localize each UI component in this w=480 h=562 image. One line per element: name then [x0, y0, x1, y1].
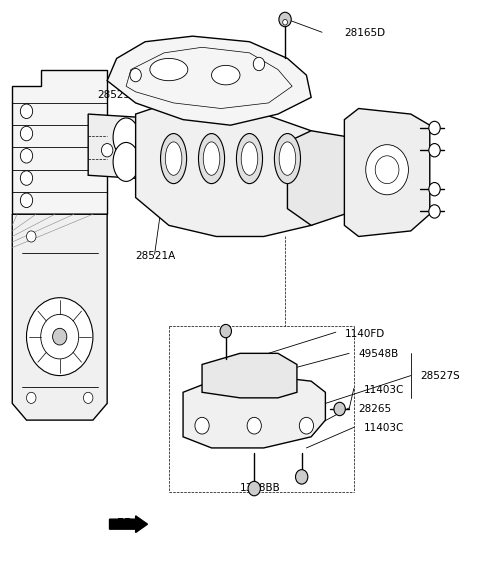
Polygon shape: [12, 214, 107, 420]
Text: 28265: 28265: [359, 404, 392, 414]
Text: 28165D: 28165D: [344, 29, 385, 38]
Text: 1140FD: 1140FD: [344, 329, 384, 339]
Circle shape: [300, 418, 313, 434]
Ellipse shape: [199, 134, 225, 184]
Text: 1022CA: 1022CA: [136, 153, 177, 164]
Ellipse shape: [241, 142, 258, 175]
Polygon shape: [183, 375, 325, 448]
Circle shape: [20, 171, 33, 185]
Circle shape: [195, 418, 209, 434]
Circle shape: [20, 126, 33, 140]
Circle shape: [248, 481, 261, 496]
Ellipse shape: [237, 134, 263, 184]
Circle shape: [20, 193, 33, 207]
Text: 28521A: 28521A: [136, 251, 176, 261]
Circle shape: [375, 156, 399, 184]
Circle shape: [279, 12, 291, 27]
Circle shape: [244, 143, 255, 157]
Ellipse shape: [160, 134, 187, 184]
Circle shape: [26, 392, 36, 404]
Text: FR.: FR.: [117, 518, 136, 528]
Ellipse shape: [146, 118, 172, 157]
Ellipse shape: [146, 142, 172, 182]
Circle shape: [220, 324, 231, 338]
Text: 11403C: 11403C: [363, 423, 404, 433]
Circle shape: [429, 143, 440, 157]
Text: 28525A: 28525A: [97, 89, 138, 99]
Polygon shape: [12, 70, 107, 214]
Text: 49548B: 49548B: [359, 350, 399, 360]
Ellipse shape: [275, 134, 300, 184]
Ellipse shape: [113, 142, 139, 182]
Polygon shape: [136, 103, 354, 237]
Circle shape: [366, 144, 408, 195]
Circle shape: [247, 418, 261, 434]
Circle shape: [334, 402, 345, 416]
Circle shape: [101, 143, 113, 157]
Circle shape: [429, 205, 440, 218]
Polygon shape: [344, 108, 430, 237]
Circle shape: [296, 470, 308, 484]
Ellipse shape: [180, 142, 205, 182]
Ellipse shape: [212, 65, 240, 85]
Circle shape: [20, 104, 33, 119]
Ellipse shape: [165, 142, 182, 175]
Circle shape: [429, 183, 440, 196]
Circle shape: [26, 231, 36, 242]
FancyArrow shape: [109, 516, 147, 533]
Text: 11403C: 11403C: [363, 384, 404, 395]
Ellipse shape: [213, 118, 239, 157]
Ellipse shape: [113, 118, 139, 157]
Circle shape: [84, 392, 93, 404]
Ellipse shape: [203, 142, 220, 175]
Circle shape: [130, 69, 141, 82]
Circle shape: [429, 121, 440, 135]
Polygon shape: [107, 36, 311, 125]
Ellipse shape: [150, 58, 188, 81]
Circle shape: [20, 148, 33, 163]
Polygon shape: [288, 131, 363, 225]
Circle shape: [283, 20, 288, 25]
Circle shape: [53, 328, 67, 345]
Ellipse shape: [213, 142, 239, 182]
Circle shape: [26, 298, 93, 375]
Ellipse shape: [279, 142, 296, 175]
Text: 28527S: 28527S: [420, 370, 460, 380]
Text: 1338BB: 1338BB: [240, 483, 281, 493]
Circle shape: [41, 314, 79, 359]
Text: 28510C: 28510C: [344, 201, 385, 211]
Circle shape: [253, 57, 264, 71]
Polygon shape: [202, 353, 297, 398]
Polygon shape: [88, 114, 264, 187]
Ellipse shape: [180, 118, 205, 157]
